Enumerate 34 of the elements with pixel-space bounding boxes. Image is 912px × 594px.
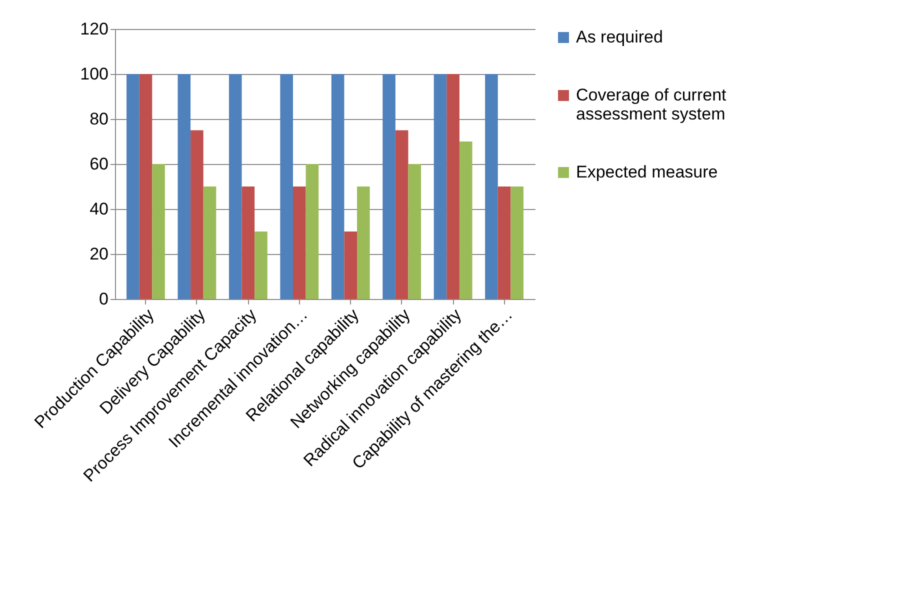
bar — [408, 164, 422, 299]
legend-label: Expected measure — [576, 162, 718, 182]
bar — [459, 142, 472, 299]
bar — [280, 74, 293, 299]
y-tick-label: 100 — [80, 64, 108, 84]
y-tick-label: 120 — [80, 20, 108, 38]
bar — [126, 74, 140, 299]
y-tick-label: 40 — [90, 200, 108, 218]
legend-label: Coverage of current assessment system — [576, 86, 727, 124]
y-tick-label: 20 — [90, 244, 108, 264]
bar — [344, 232, 358, 299]
bar — [139, 74, 152, 299]
legend-label: As required — [576, 28, 663, 46]
bar — [178, 74, 191, 299]
bar — [152, 164, 165, 299]
bar — [357, 186, 370, 299]
bar — [434, 74, 447, 299]
y-tick-label: 0 — [99, 290, 108, 308]
bar — [190, 130, 204, 299]
bar — [446, 74, 460, 299]
bar — [292, 186, 306, 299]
bar — [485, 74, 498, 299]
bar — [228, 74, 242, 299]
bar — [498, 186, 511, 299]
y-tick-label: 60 — [90, 154, 108, 174]
bar — [331, 74, 344, 299]
y-tick-label: 80 — [90, 110, 108, 128]
bar — [395, 130, 408, 299]
bar — [254, 232, 268, 299]
bar — [382, 74, 396, 299]
bar — [203, 186, 216, 299]
bar — [306, 164, 319, 299]
bar — [242, 186, 255, 299]
bar — [510, 186, 524, 299]
